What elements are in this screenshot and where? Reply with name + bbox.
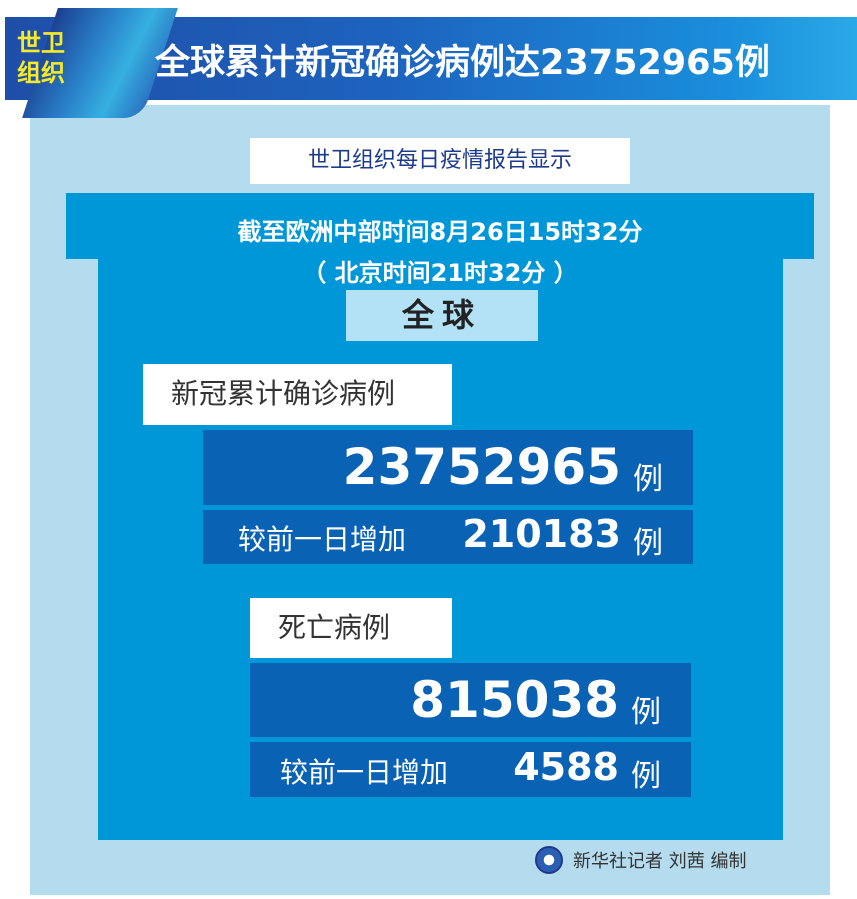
deaths-total-box: 815038 例 [250, 663, 691, 737]
subtitle: 世卫组织每日疫情报告显示 [250, 138, 630, 184]
deaths-unit: 例 [631, 695, 661, 730]
scope-label: 全球 [346, 290, 538, 341]
page-title: 全球累计新冠确诊病例达23752965例 [155, 43, 770, 83]
confirmed-total-box: 23752965 例 [203, 430, 693, 505]
deaths-increase-unit: 例 [631, 759, 661, 794]
confirmed-total: 23752965 [342, 438, 621, 496]
confirmed-increase-box: 较前一日增加 210183 例 [203, 510, 693, 564]
confirmed-increase: 210183 [462, 512, 621, 556]
deaths-increase-label: 较前一日增加 [280, 756, 449, 789]
credit-text: 新华社记者 刘茜 编制 [573, 851, 747, 872]
credit: 新华社记者 刘茜 编制 [535, 846, 746, 874]
beijing-time: （ 北京时间21时32分 ） [302, 259, 578, 287]
deaths-increase-box: 较前一日增加 4588 例 [250, 742, 691, 797]
confirmed-label: 新冠累计确诊病例 [143, 364, 452, 425]
deaths-total: 815038 [410, 671, 619, 729]
confirmed-increase-label: 较前一日增加 [238, 523, 407, 556]
deaths-label: 死亡病例 [250, 598, 452, 658]
deaths-increase: 4588 [513, 745, 619, 789]
confirmed-unit: 例 [633, 462, 663, 497]
time-band [66, 193, 814, 259]
xinhua-logo-icon [535, 846, 563, 874]
who-badge: 世卫组织 [17, 29, 65, 87]
confirmed-increase-unit: 例 [633, 526, 663, 561]
cet-time: 截至欧洲中部时间8月26日15时32分 [237, 218, 643, 246]
